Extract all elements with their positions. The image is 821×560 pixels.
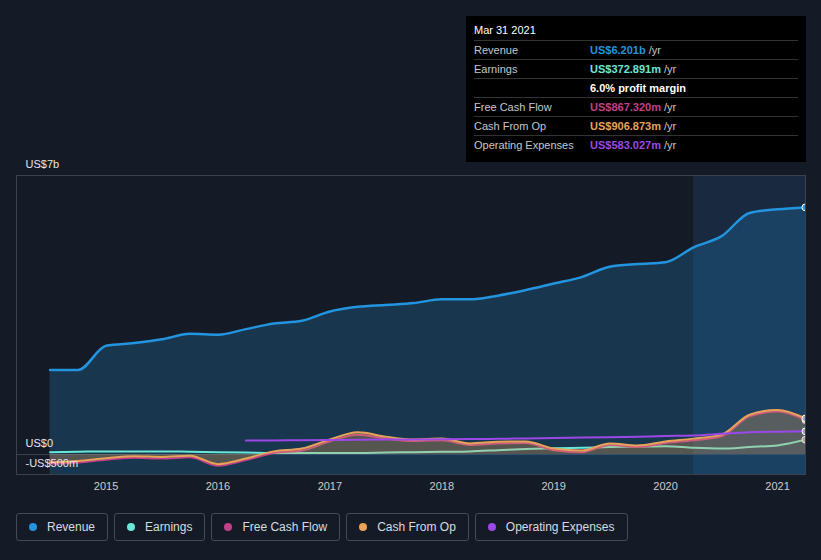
svg-text:2015: 2015	[94, 480, 118, 492]
html-text:Revenue: Revenue	[474, 44, 518, 56]
html-text:US$372.891m /yr: US$372.891m /yr	[590, 63, 677, 75]
svg-text:2019: 2019	[541, 480, 565, 492]
svg-text:2021: 2021	[765, 480, 789, 492]
html-text:Earnings: Earnings	[474, 63, 518, 75]
svg-text:2016: 2016	[206, 480, 230, 492]
html-text:Cash From Op: Cash From Op	[474, 120, 547, 132]
html-text:US$906.873m /yr: US$906.873m /yr	[590, 120, 677, 132]
svg-text:US$0: US$0	[26, 437, 54, 449]
html-text:Free Cash Flow: Free Cash Flow	[474, 101, 552, 113]
html-text:Cash From Op: Cash From Op	[377, 520, 456, 534]
html-text:US$6.201b /yr: US$6.201b /yr	[590, 44, 661, 56]
svg-text:2018: 2018	[430, 480, 454, 492]
svg-text:US$7b: US$7b	[26, 158, 60, 170]
html-text:6.0% profit margin: 6.0% profit margin	[590, 82, 686, 94]
html-text:Operating Expenses: Operating Expenses	[474, 139, 574, 151]
html-text:Operating Expenses: Operating Expenses	[505, 520, 615, 534]
html-text:US$867.320m /yr: US$867.320m /yr	[590, 101, 677, 113]
html-text:Revenue: Revenue	[47, 520, 95, 534]
html-text:Earnings: Earnings	[145, 520, 193, 534]
svg-text:-US$500m: -US$500m	[26, 457, 79, 469]
html-text:Free Cash Flow: Free Cash Flow	[242, 520, 328, 534]
svg-text:2017: 2017	[318, 480, 342, 492]
svg-text:2020: 2020	[653, 480, 677, 492]
html-text:Mar 31 2021: Mar 31 2021	[474, 24, 536, 36]
html-text:US$583.027m /yr: US$583.027m /yr	[590, 139, 677, 151]
